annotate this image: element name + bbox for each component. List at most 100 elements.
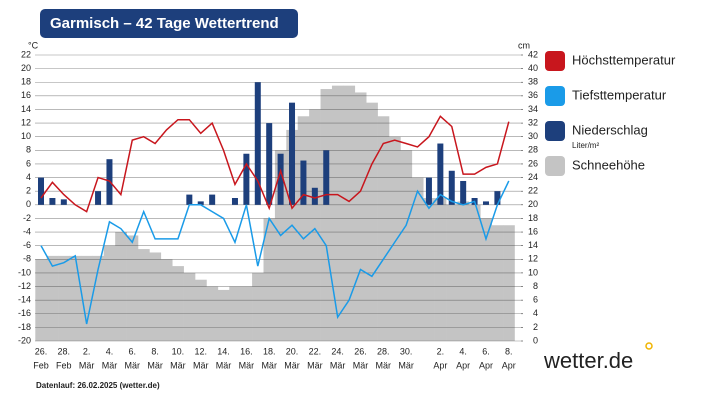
snow-bar: [480, 218, 492, 341]
x-tick-label: 4.: [106, 346, 114, 356]
precip-bar: [437, 143, 444, 205]
y-tick-label: -14: [18, 295, 31, 305]
x-tick-label: 6.: [129, 346, 137, 356]
x-tick-label: 26.: [354, 346, 367, 356]
x-tick-label: 8.: [505, 346, 513, 356]
legend-swatch: [545, 51, 565, 71]
snow-bar: [103, 245, 116, 341]
snow-bar: [320, 89, 333, 341]
y-tick-label: 8: [26, 145, 31, 155]
snow-bar: [354, 92, 367, 341]
temp-line: [40, 180, 510, 325]
x-month-label: Mär: [307, 360, 323, 370]
snow-bar: [286, 129, 299, 341]
y2-tick-label: 14: [528, 240, 538, 250]
snow-bar: [195, 279, 207, 341]
y2-tick-label: 0: [533, 335, 538, 345]
y2-tick-label: 18: [528, 213, 538, 223]
x-month-label: Mär: [284, 360, 300, 370]
snow-bar: [377, 116, 390, 342]
precip-bar: [277, 153, 284, 205]
x-tick-label: 24.: [331, 346, 344, 356]
precip-bar: [49, 198, 56, 205]
legend-label: Höchsttemperatur: [572, 52, 676, 67]
temp-line: [40, 115, 510, 213]
snow-bar: [343, 85, 356, 342]
y2-tick-label: 6: [533, 295, 538, 305]
legend-unit: Liter/m²: [572, 141, 599, 150]
y-tick-label: -10: [18, 267, 31, 277]
y2-tick-label: 40: [528, 63, 538, 73]
snow-bar: [434, 198, 447, 341]
x-tick-label: 28.: [58, 346, 71, 356]
y2-tick-label: 38: [528, 77, 538, 87]
snow-bar: [331, 85, 344, 342]
x-month-label: Mär: [193, 360, 209, 370]
y2-tick-label: 30: [528, 131, 538, 141]
snow-bar: [252, 272, 264, 341]
y2-tick-label: 16: [528, 226, 538, 236]
x-tick-label: 2.: [83, 346, 91, 356]
y-tick-label: -8: [23, 254, 31, 264]
y-tick-label: 10: [21, 131, 31, 141]
snow-bar: [126, 235, 139, 341]
x-tick-label: 26.: [35, 346, 48, 356]
x-tick-label: 28.: [377, 346, 390, 356]
x-tick-label: 10.: [172, 346, 185, 356]
x-tick-label: 14.: [217, 346, 230, 356]
y-tick-label: 20: [21, 63, 31, 73]
x-month-label: Mär: [102, 360, 118, 370]
precip-bar: [482, 201, 489, 205]
legend-swatch: [545, 86, 565, 106]
snow-bar: [309, 109, 321, 341]
precip-bar: [231, 198, 238, 205]
y-tick-label: -6: [23, 240, 31, 250]
precip-bar: [243, 153, 250, 205]
snow-bar: [457, 201, 470, 341]
x-month-label: Apr: [433, 360, 447, 370]
x-month-label: Mär: [170, 360, 186, 370]
x-month-label: Mär: [376, 360, 392, 370]
snow-bar: [69, 255, 82, 341]
y2-tick-label: 36: [528, 90, 538, 100]
y2-tick-label: 22: [528, 186, 538, 196]
y-tick-label: 22: [21, 49, 31, 59]
snow-bar: [183, 272, 196, 341]
snow-bar: [503, 225, 515, 341]
snow-bar: [137, 249, 150, 341]
precip-bar: [197, 201, 204, 205]
precip-bar: [323, 150, 330, 205]
precip-bar: [38, 177, 44, 205]
x-month-label: Mär: [147, 360, 163, 370]
snow-bar: [491, 225, 504, 341]
precip-bar: [254, 82, 261, 205]
x-tick-label: 12.: [194, 346, 207, 356]
snow-bar: [366, 102, 378, 342]
x-month-label: Mär: [353, 360, 369, 370]
y-tick-label: 0: [26, 199, 31, 209]
y-tick-label: -16: [18, 308, 31, 318]
y2-tick-label: 12: [528, 254, 538, 264]
snow-bar: [217, 289, 230, 341]
y-tick-label: -4: [23, 226, 31, 236]
y2-tick-label: 10: [528, 267, 538, 277]
x-month-label: Mär: [330, 360, 346, 370]
y-tick-label: 16: [21, 90, 31, 100]
snow-bar: [80, 255, 93, 341]
legend-label: Niederschlag: [572, 122, 648, 137]
y-unit: °C: [28, 40, 39, 50]
x-month-label: Apr: [456, 360, 470, 370]
snow-bar: [263, 218, 276, 341]
precip-bar: [266, 123, 273, 205]
snow-bar: [389, 136, 401, 341]
legend-label: Tiefsttemperatur: [572, 87, 667, 102]
y-tick-label: -2: [23, 213, 31, 223]
chart-title: Garmisch – 42 Tage Wettertrend: [50, 15, 279, 32]
y2-tick-label: 32: [528, 117, 538, 127]
precip-bar: [289, 102, 296, 205]
x-tick-label: 20.: [286, 346, 299, 356]
logo-dot: [645, 342, 653, 350]
x-month-label: Apr: [502, 360, 516, 370]
y2-tick-label: 20: [528, 199, 538, 209]
